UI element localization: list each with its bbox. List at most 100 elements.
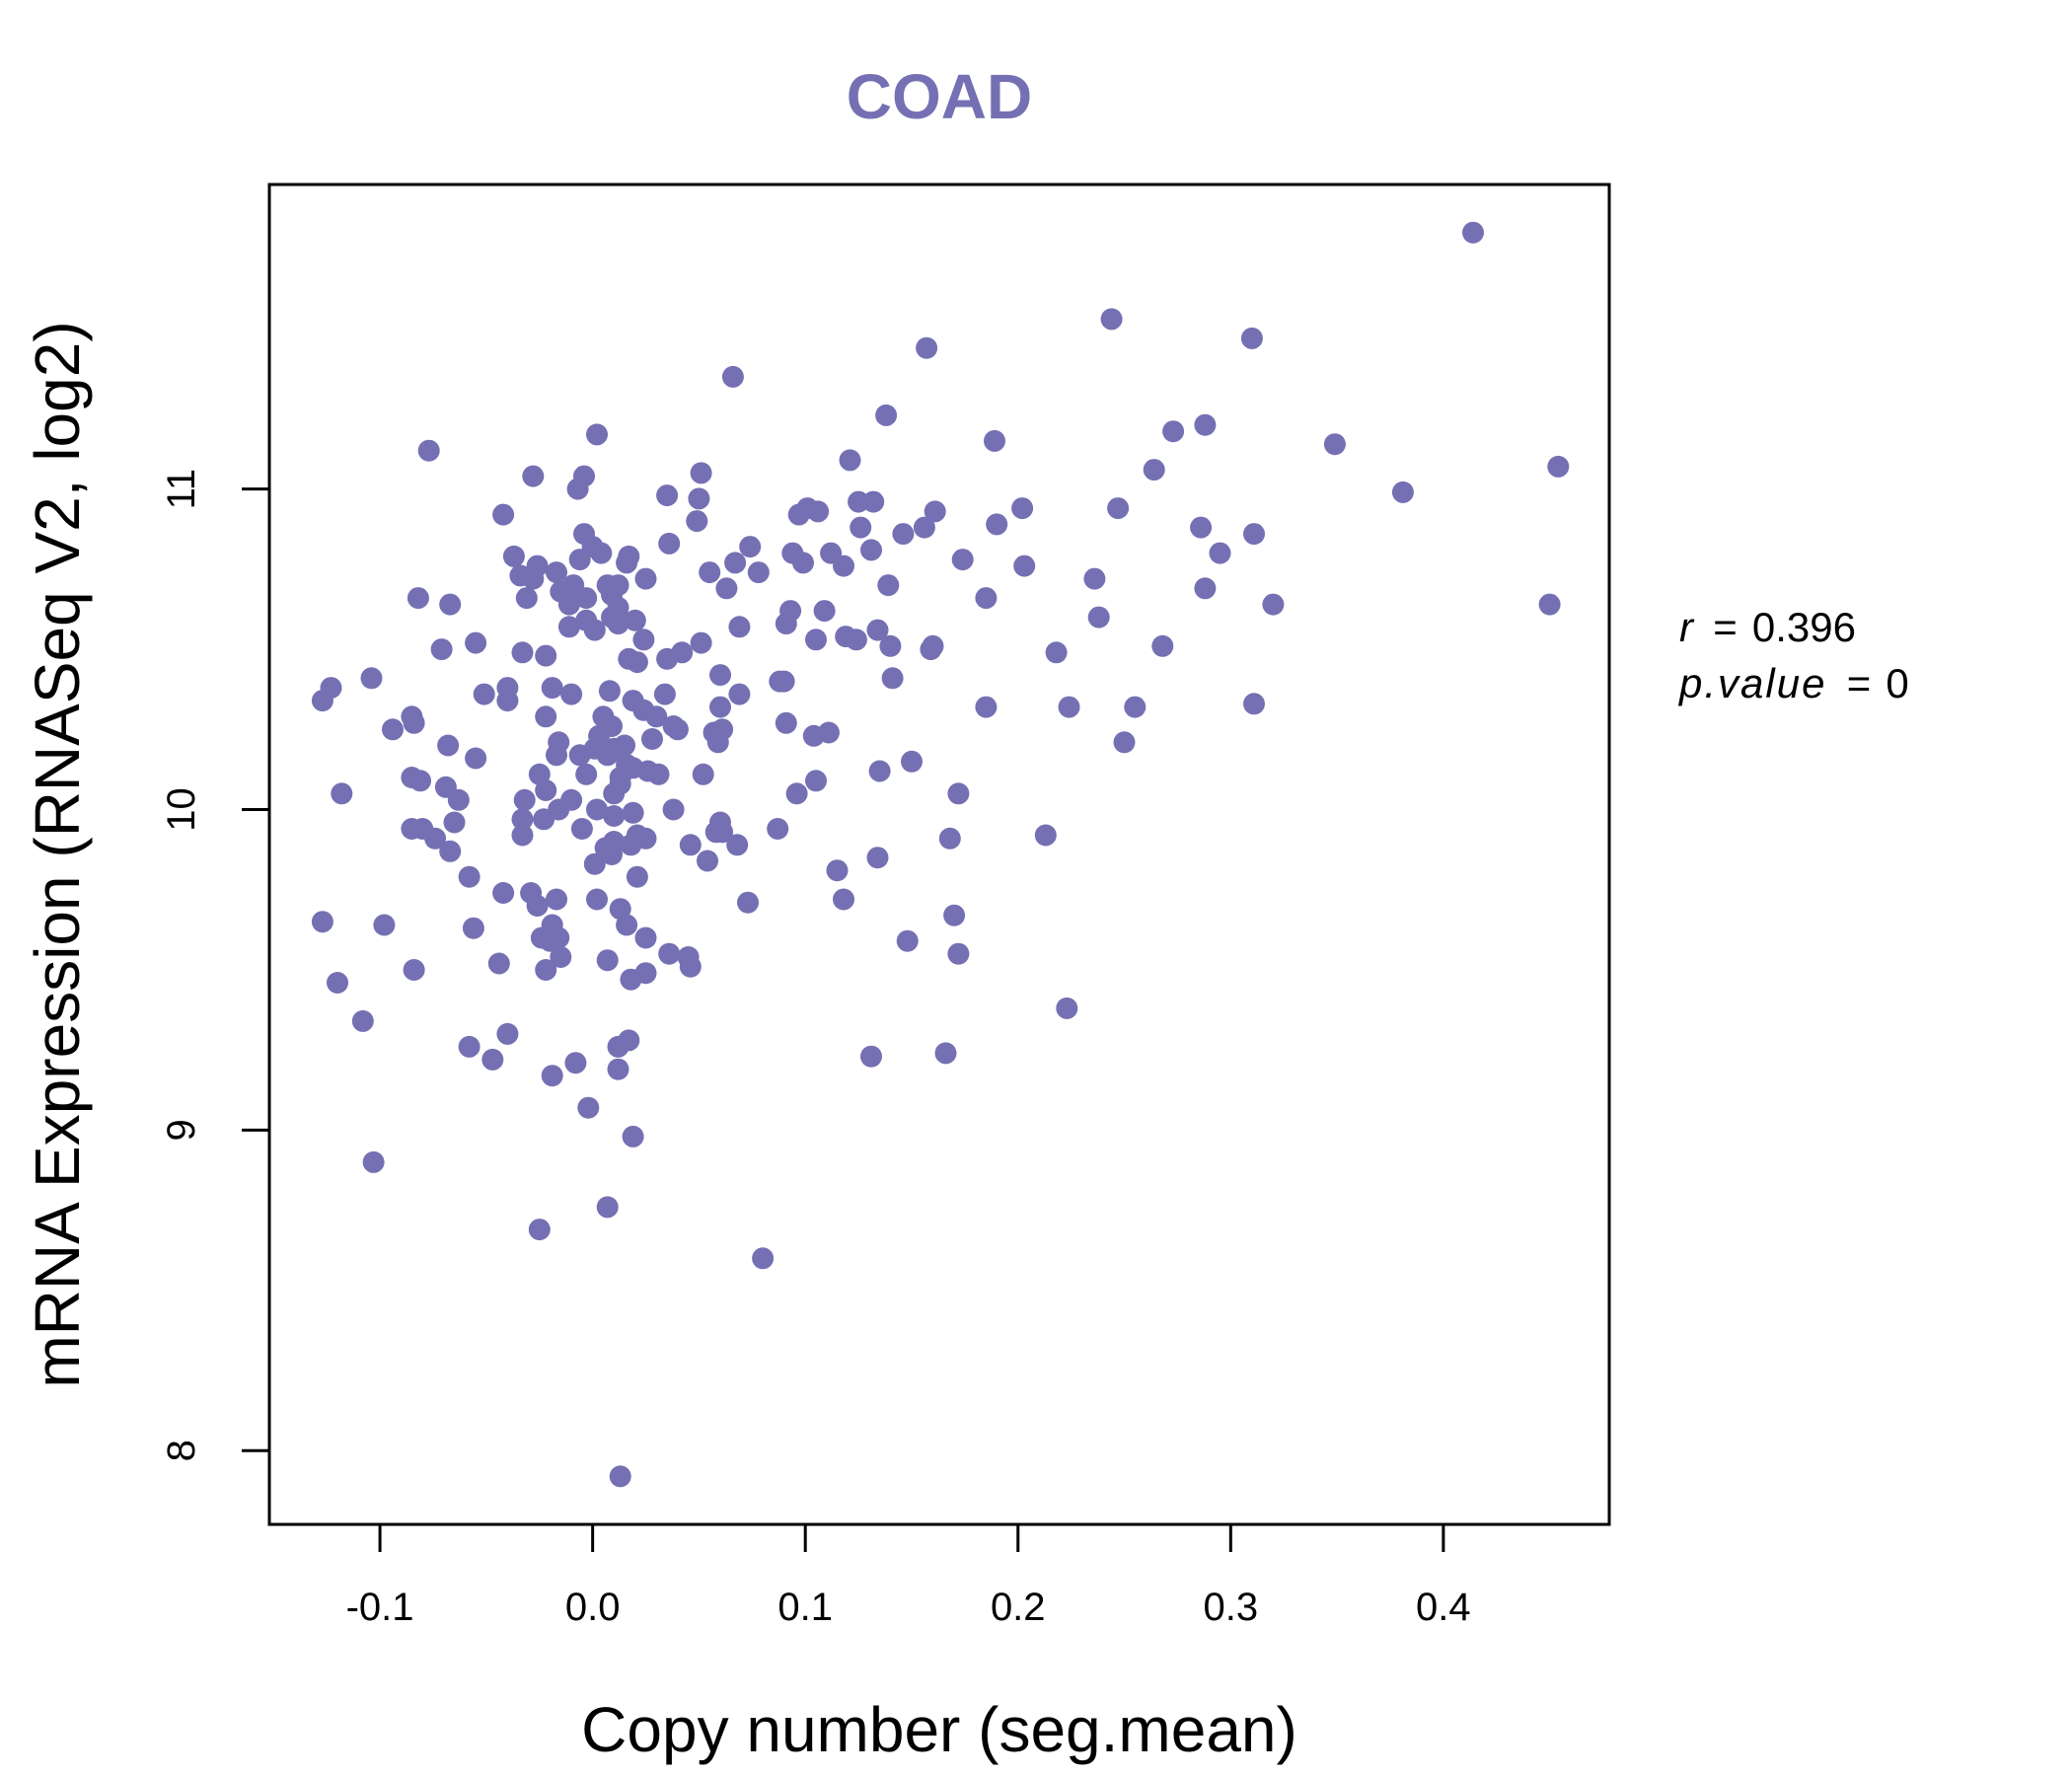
data-point [403,959,425,981]
data-point [1087,606,1110,629]
data-point [634,926,657,949]
data-point [785,782,808,805]
data-point [805,770,827,792]
svg-text:p.value = 0: p.value = 0 [1677,660,1909,706]
data-point [787,503,810,526]
data-point [620,834,642,856]
data-point [1547,455,1570,478]
data-point [568,549,591,571]
data-point [570,818,593,840]
data-point [656,484,679,507]
data-point [807,500,830,523]
data-point [767,818,789,840]
data-point [984,429,1005,452]
data-point [690,631,712,654]
data-point [586,888,608,911]
data-point [699,561,721,584]
data-point [583,852,606,875]
data-point [465,747,487,770]
data-point [666,718,689,741]
data-point [686,510,708,533]
data-point [1107,497,1130,520]
data-point [511,808,534,831]
data-point [924,500,946,523]
x-axis: -0.1 0.0 0.1 0.2 0.3 0.4 [346,1524,1471,1629]
data-point [1243,523,1265,546]
p-label: p.value [1677,660,1826,706]
data-point [1190,516,1213,539]
data-point [351,1009,374,1032]
data-point [568,744,591,767]
data-point [1209,542,1231,564]
data-point [724,552,747,574]
data-point [697,850,718,872]
data-point [709,664,731,687]
data-point [826,859,849,882]
data-point [1143,459,1165,481]
data-point [913,516,935,539]
data-point [1100,308,1123,331]
data-point [373,914,396,936]
y-tick-label: 11 [160,469,203,510]
data-point [526,895,549,917]
data-point [653,683,676,705]
data-point [656,647,679,670]
data-point [535,959,557,981]
data-point [1462,221,1484,244]
data-point [624,609,646,631]
data-point [692,763,714,785]
data-point [331,782,353,805]
data-point [541,1065,563,1087]
data-point [311,911,333,933]
data-point [704,821,727,844]
correlation-stats: r = 0.396 p.value = 0 [1677,604,1909,706]
data-point [577,1096,600,1119]
y-tick-label: 10 [160,787,203,832]
data-point [603,805,626,827]
data-point [752,1247,775,1270]
data-point [775,711,797,734]
data-point [458,865,481,888]
data-point [1056,997,1078,1019]
data-point [1240,327,1263,349]
data-point [839,449,861,472]
data-point [407,587,429,610]
data-point [916,336,938,359]
data-point [679,955,702,978]
data-point [607,1058,629,1080]
data-point [860,1045,882,1068]
data-point [616,914,638,936]
data-point [487,952,510,975]
data-point [465,631,487,654]
data-point [833,888,854,911]
data-point [1034,824,1057,847]
data-point [641,728,663,750]
data-point [813,600,836,623]
data-point [403,711,425,734]
data-point [645,705,668,728]
data-point [658,942,681,965]
data-point [1013,555,1036,577]
data-point [728,683,751,705]
data-point [535,644,557,667]
data-point [739,536,762,558]
plot-area-frame [267,183,1611,1526]
data-point [866,847,889,869]
data-point [439,840,462,862]
data-point [881,667,904,690]
data-point [586,798,608,821]
data-point [975,696,998,718]
data-point [511,824,534,847]
data-point [522,465,545,487]
data-point [492,882,515,904]
data-point [546,744,567,767]
data-point [634,567,657,590]
data-point [892,523,915,546]
data-point [401,767,423,788]
data-point [877,574,900,597]
data-point [747,561,770,584]
data-point [626,865,648,888]
data-point [607,613,629,635]
data-point [546,561,567,584]
data-point [833,555,854,577]
